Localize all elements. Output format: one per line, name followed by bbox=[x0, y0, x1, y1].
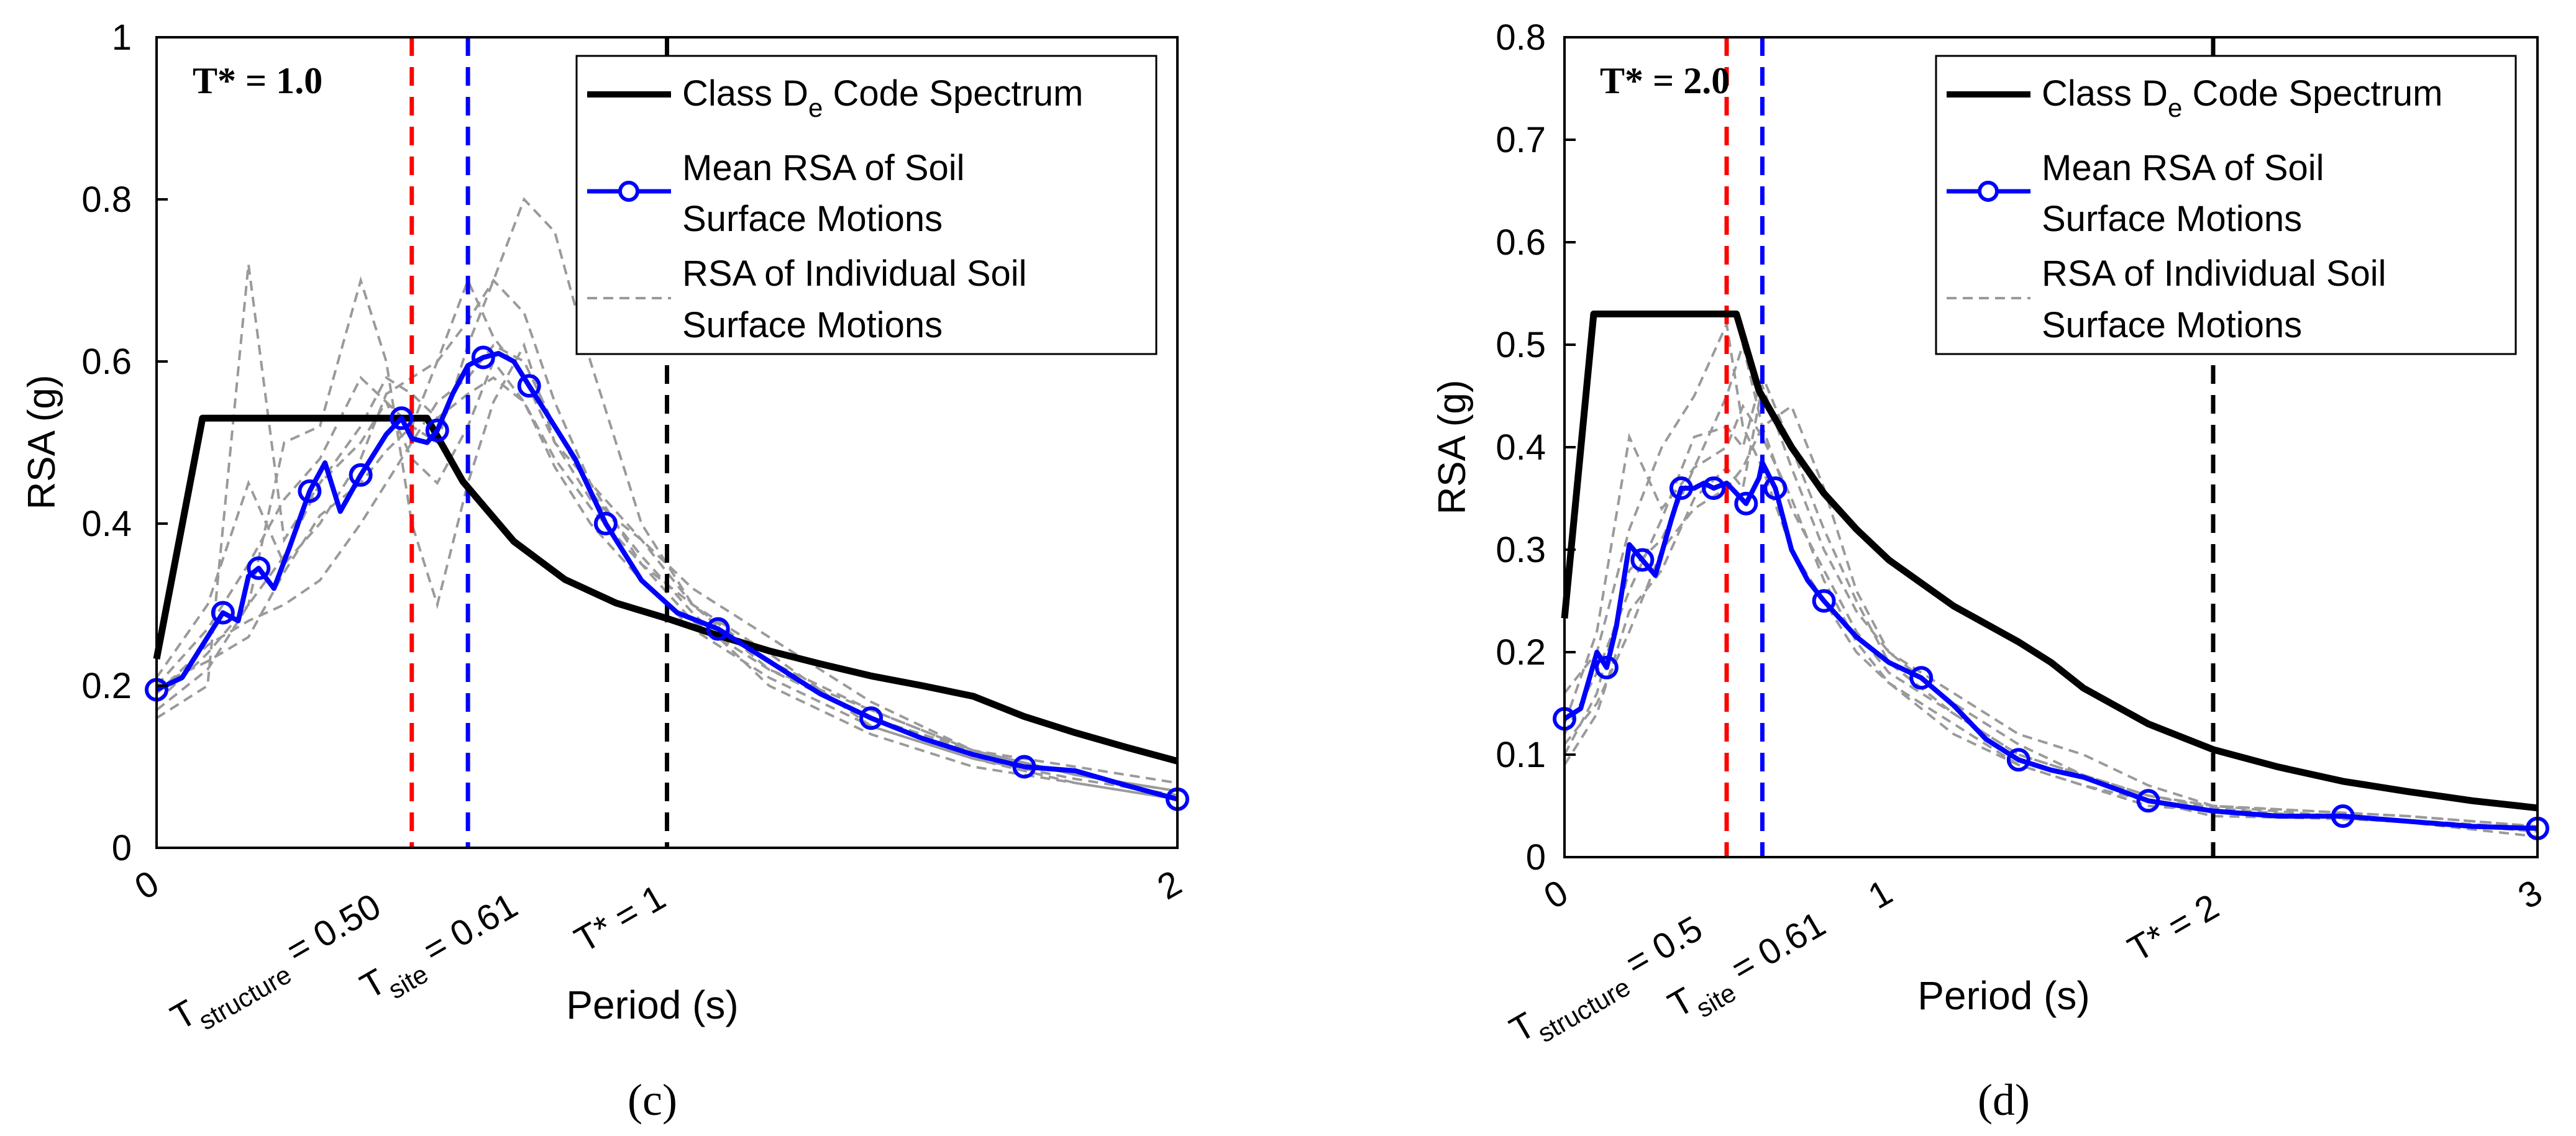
mean-rsa-marker bbox=[1594, 655, 1619, 679]
y-tick-label: 0.8 bbox=[81, 179, 132, 220]
y-tick-label: 0.4 bbox=[1496, 427, 1546, 468]
mean-rsa-marker bbox=[425, 418, 449, 442]
legend-entry-individual-line2: Surface Motions bbox=[682, 305, 943, 345]
legend-entry-individual-line1: RSA of Individual Soil bbox=[2042, 253, 2386, 294]
x-tick-label: 0 bbox=[128, 863, 165, 907]
legend-entry-code: Class De Code Spectrum bbox=[2042, 73, 2442, 122]
individual-motion-line-7 bbox=[156, 277, 1178, 793]
mean-rsa-marker bbox=[471, 345, 495, 370]
t-structure-label-c: Tstructure = 0.50 bbox=[164, 886, 393, 1047]
mean-rsa-marker bbox=[349, 463, 373, 487]
panel-label-c: (c) bbox=[628, 1075, 677, 1125]
y-tick-label: 0 bbox=[1526, 837, 1546, 878]
plot-area-c bbox=[145, 37, 1189, 848]
y-tick-label: 0.8 bbox=[1496, 17, 1546, 58]
mean-rsa-marker bbox=[390, 406, 414, 430]
code-spectrum-line bbox=[1561, 311, 2538, 812]
x-axis-label-c: Period (s) bbox=[566, 983, 738, 1027]
mean-rsa-marker bbox=[593, 512, 618, 535]
y-tick-label: 0.2 bbox=[81, 666, 132, 706]
y-tick-labels-c: 0 0.2 0.4 0.6 0.8 1 bbox=[81, 17, 132, 868]
mean-rsa-marker bbox=[859, 706, 884, 730]
legend-marker-mean bbox=[618, 181, 639, 202]
y-tick-label: 0.3 bbox=[1496, 530, 1546, 570]
mean-rsa-marker bbox=[1812, 589, 1836, 613]
legend-box bbox=[1935, 55, 2517, 355]
legend-entry-mean-line1: Mean RSA of Soil bbox=[682, 148, 965, 188]
mean-rsa-marker bbox=[2006, 748, 2030, 772]
legend-d: Class De Code Spectrum Mean RSA of Soil … bbox=[1935, 55, 2517, 355]
panel-annotation-c: T* = 1.0 bbox=[193, 60, 322, 101]
legend-marker-mean bbox=[1978, 181, 1999, 202]
chart-panel-c: T* = 1.0 0 0.2 0.4 0.6 0.8 1 RSA (g) 0 2… bbox=[21, 17, 1189, 1125]
legend-entry-mean-line2: Surface Motions bbox=[682, 199, 943, 239]
chart-panel-d: T* = 2.0 0 0.1 0.2 0.3 0.4 0.5 0.6 0.7 0… bbox=[1431, 17, 2549, 1125]
individual-motion-line-2 bbox=[1563, 320, 2538, 833]
y-tick-label: 0.6 bbox=[1496, 222, 1546, 263]
mean-rsa-marker bbox=[1012, 755, 1036, 779]
y-tick-label: 0.1 bbox=[1496, 735, 1546, 775]
t-star-label-d: T* = 2 bbox=[2121, 886, 2226, 970]
y-tick-marks-c bbox=[157, 36, 168, 849]
y-tick-label: 0.6 bbox=[81, 342, 132, 382]
mean-rsa-marker bbox=[1763, 476, 1788, 500]
legend-entry-mean-line2: Surface Motions bbox=[2042, 199, 2302, 239]
axes-frame-c bbox=[155, 36, 1179, 849]
y-tick-label: 1 bbox=[112, 17, 132, 58]
y-axis-label-d: RSA (g) bbox=[1431, 379, 1474, 514]
y-tick-label: 0 bbox=[112, 828, 132, 868]
mean-rsa-marker bbox=[2331, 804, 2355, 828]
x-axis-label-d: Period (s) bbox=[1917, 973, 2090, 1018]
mean-rsa-marker bbox=[517, 374, 541, 398]
panel-label-d: (d) bbox=[1978, 1075, 2030, 1125]
mean-rsa-marker bbox=[247, 556, 271, 580]
legend-entry-individual-line1: RSA of Individual Soil bbox=[682, 253, 1027, 294]
x-tick-label: 2 bbox=[1151, 863, 1188, 907]
mean-rsa-line bbox=[1563, 460, 2538, 831]
individual-motion-line-3 bbox=[155, 276, 1178, 793]
individual-motion-line-1 bbox=[1563, 340, 2538, 828]
mean-rsa-marker bbox=[1669, 476, 1693, 500]
y-tick-label: 0.2 bbox=[1496, 632, 1546, 673]
y-tick-label: 0.5 bbox=[1496, 325, 1546, 365]
y-axis-label-c: RSA (g) bbox=[21, 375, 63, 509]
mean-rsa-marker bbox=[211, 601, 235, 625]
mean-rsa-line bbox=[155, 351, 1179, 802]
mean-rsa-marker bbox=[1702, 476, 1726, 500]
individual-motion-line-6 bbox=[155, 264, 1178, 797]
individual-motion-line-6 bbox=[1563, 371, 2538, 838]
y-tick-labels-d: 0 0.1 0.2 0.3 0.4 0.5 0.6 0.7 0.8 bbox=[1496, 17, 1546, 878]
mean-rsa-marker bbox=[1630, 548, 1655, 572]
mean-rsa-marker bbox=[1909, 666, 1934, 690]
y-tick-label: 0.7 bbox=[1496, 120, 1546, 160]
x-tick-label: 0 bbox=[1537, 872, 1574, 917]
legend-entry-mean-line1: Mean RSA of Soil bbox=[2042, 148, 2324, 188]
x-tick-label: 3 bbox=[2511, 872, 2549, 917]
t-star-label-c: T* = 1 bbox=[568, 877, 672, 960]
y-tick-marks-d bbox=[1564, 36, 1576, 858]
legend-c: Class De Code Spectrum Mean RSA of Soil … bbox=[575, 55, 1158, 355]
code-spectrum-line bbox=[153, 414, 1179, 765]
mean-rsa-marker bbox=[2136, 789, 2160, 813]
mean-rsa-marker bbox=[1734, 491, 1758, 516]
legend-entry-code: Class De Code Spectrum bbox=[682, 73, 1083, 122]
x-tick-label: 1 bbox=[1861, 872, 1899, 917]
legend-entry-individual-line2: Surface Motions bbox=[2042, 305, 2302, 345]
y-tick-label: 0.4 bbox=[81, 504, 132, 544]
individual-motion-line-3 bbox=[1563, 381, 2538, 828]
individual-motion-line-5 bbox=[155, 343, 1178, 801]
individual-motion-line-4 bbox=[1563, 403, 2538, 833]
mean-rsa-marker bbox=[706, 617, 730, 641]
panel-annotation-d: T* = 2.0 bbox=[1600, 60, 1730, 101]
legend-box bbox=[575, 55, 1158, 355]
mean-rsa-marker bbox=[298, 479, 322, 503]
t-site-label-c: Tsite = 0.61 bbox=[354, 885, 529, 1016]
